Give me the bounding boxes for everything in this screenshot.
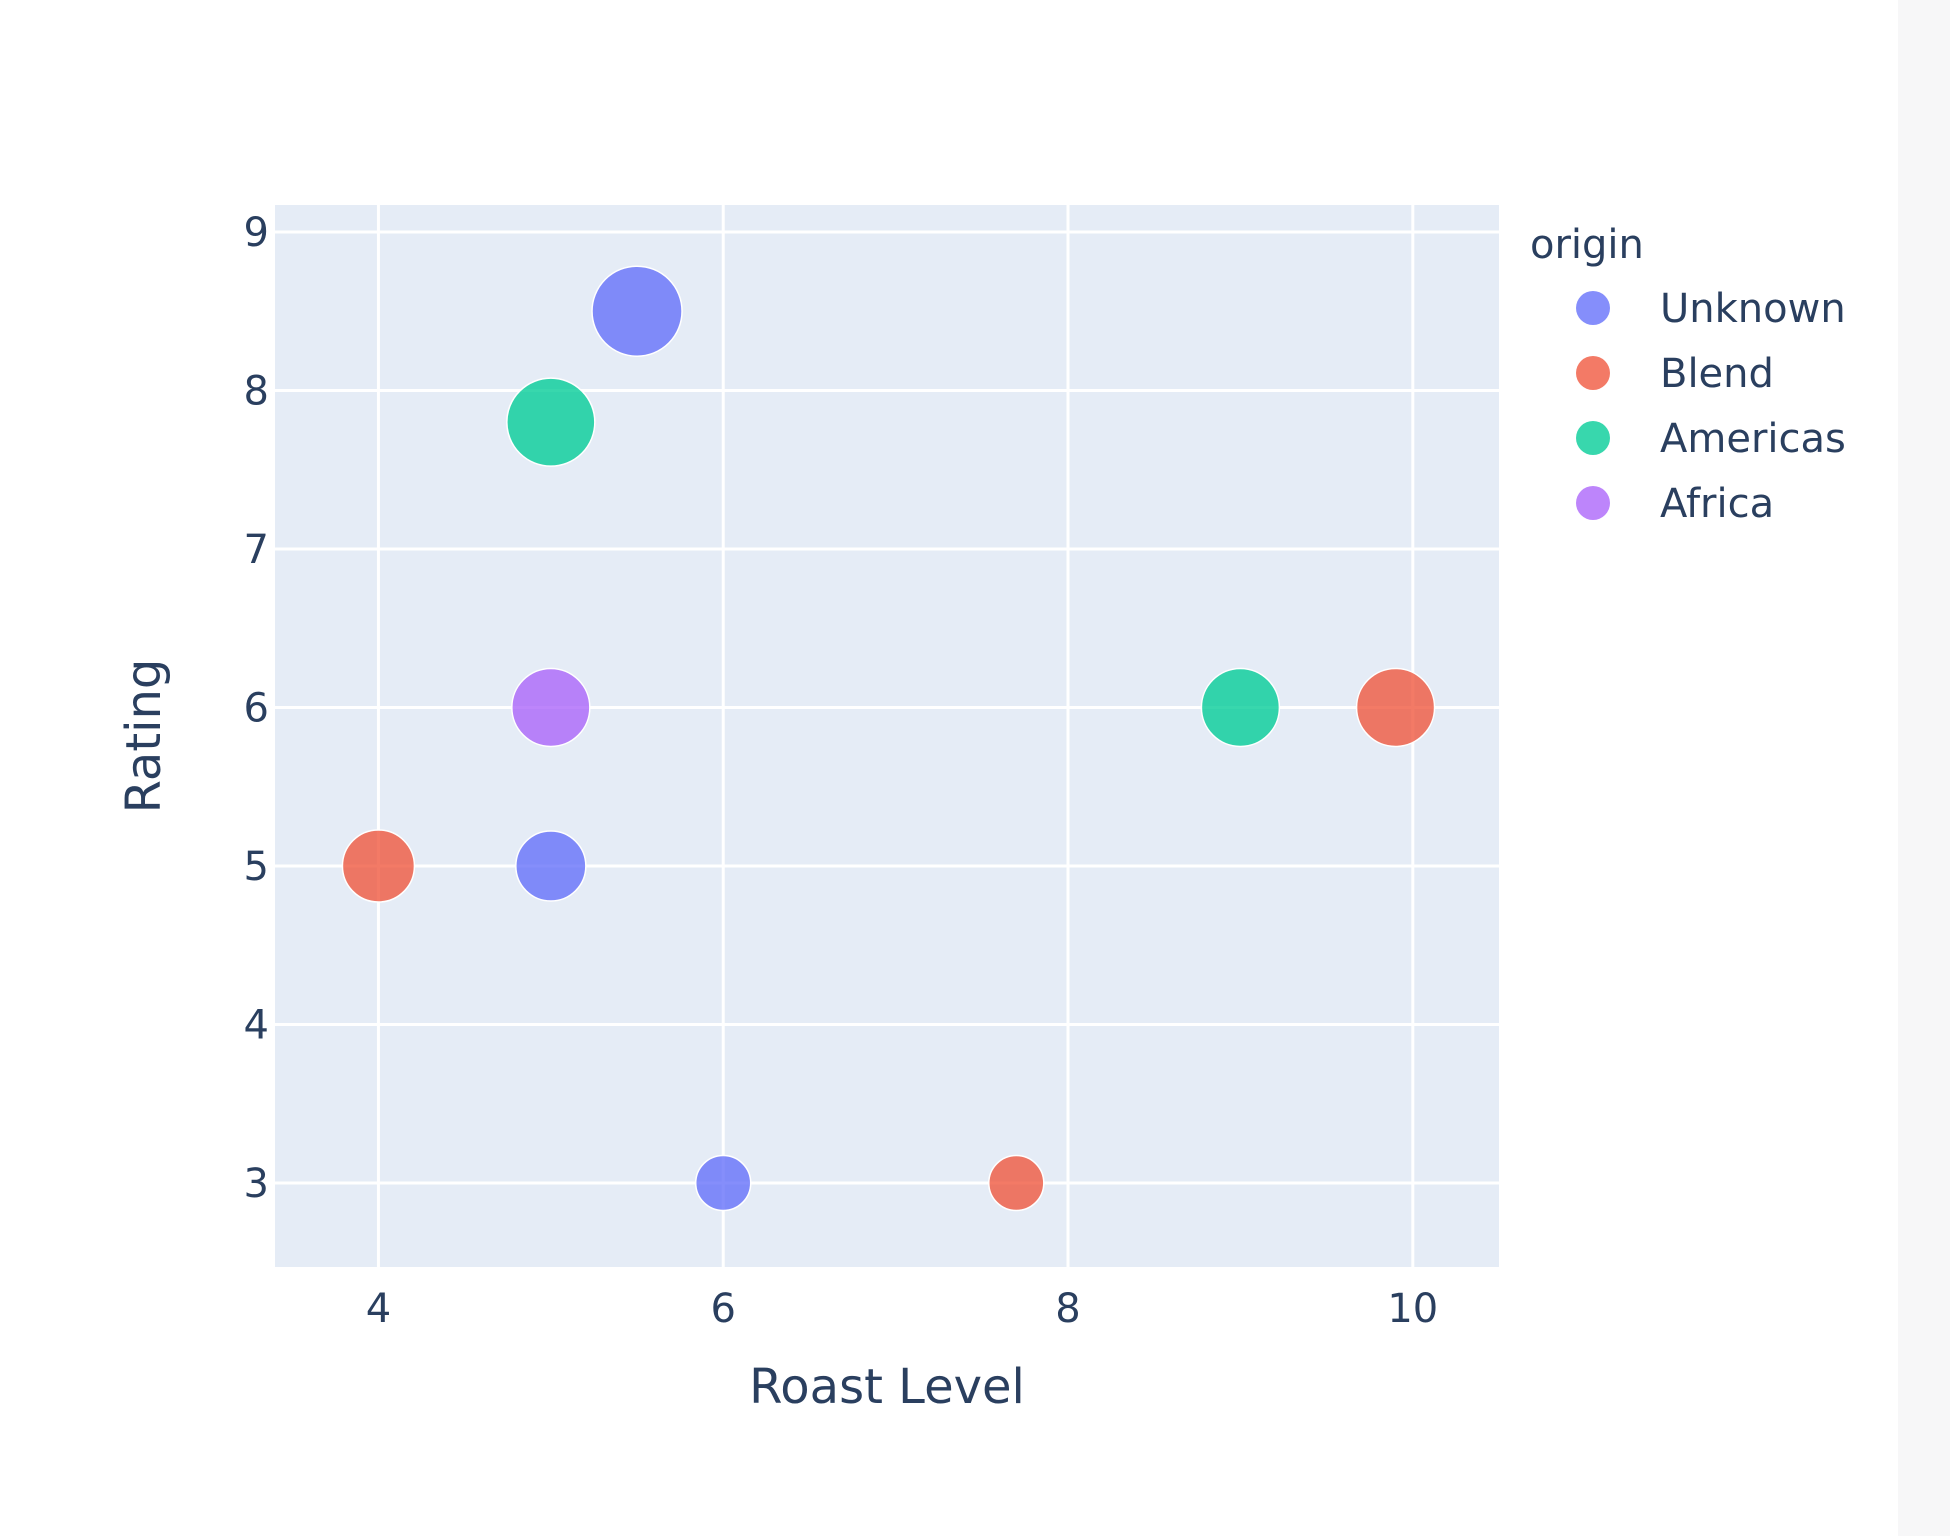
- bubble-blend: [341, 829, 416, 903]
- y-tick-label: 5: [244, 844, 269, 890]
- gridlines: [275, 205, 1499, 1267]
- y-tick-label: 4: [244, 1002, 269, 1048]
- y-axis-ticks: 3 4 5 6 7 8 9: [244, 210, 269, 1207]
- legend-marker-americas: [1576, 421, 1610, 455]
- y-tick-label: 7: [244, 527, 269, 573]
- legend-label-blend: Blend: [1660, 351, 1774, 397]
- y-axis-title: Rating: [116, 659, 172, 814]
- plot-area: [275, 205, 1499, 1267]
- page-edge-strip: [1898, 0, 1950, 1536]
- bubble-blend: [1355, 667, 1436, 748]
- legend-label-unknown: Unknown: [1660, 286, 1846, 332]
- legend: Unknown Blend Americas Africa: [1576, 286, 1846, 527]
- x-tick-label: 8: [1055, 1286, 1080, 1332]
- legend-marker-unknown: [1576, 291, 1610, 325]
- legend-marker-blend: [1576, 356, 1610, 390]
- y-tick-label: 6: [244, 685, 269, 731]
- y-tick-label: 8: [244, 368, 269, 414]
- legend-label-africa: Africa: [1660, 481, 1774, 527]
- x-tick-label: 4: [366, 1286, 391, 1332]
- y-tick-label: 3: [244, 1161, 269, 1207]
- legend-label-americas: Americas: [1660, 416, 1846, 462]
- bubble-unknown: [694, 1154, 752, 1212]
- bubble-unknown: [591, 265, 683, 357]
- x-axis-title: Roast Level: [749, 1359, 1025, 1415]
- x-tick-label: 10: [1387, 1286, 1438, 1332]
- bubble-americas: [506, 377, 596, 467]
- legend-marker-africa: [1576, 486, 1610, 520]
- data-points: [341, 265, 1436, 1212]
- x-axis-ticks: 4 6 8 10: [366, 1286, 1439, 1332]
- bubble-africa: [511, 667, 591, 748]
- x-tick-label: 6: [710, 1286, 735, 1332]
- bubble-blend: [988, 1154, 1045, 1212]
- bubble-unknown: [515, 830, 587, 902]
- y-tick-label: 9: [244, 210, 269, 256]
- legend-title: origin: [1530, 222, 1644, 268]
- bubble-americas: [1200, 667, 1281, 748]
